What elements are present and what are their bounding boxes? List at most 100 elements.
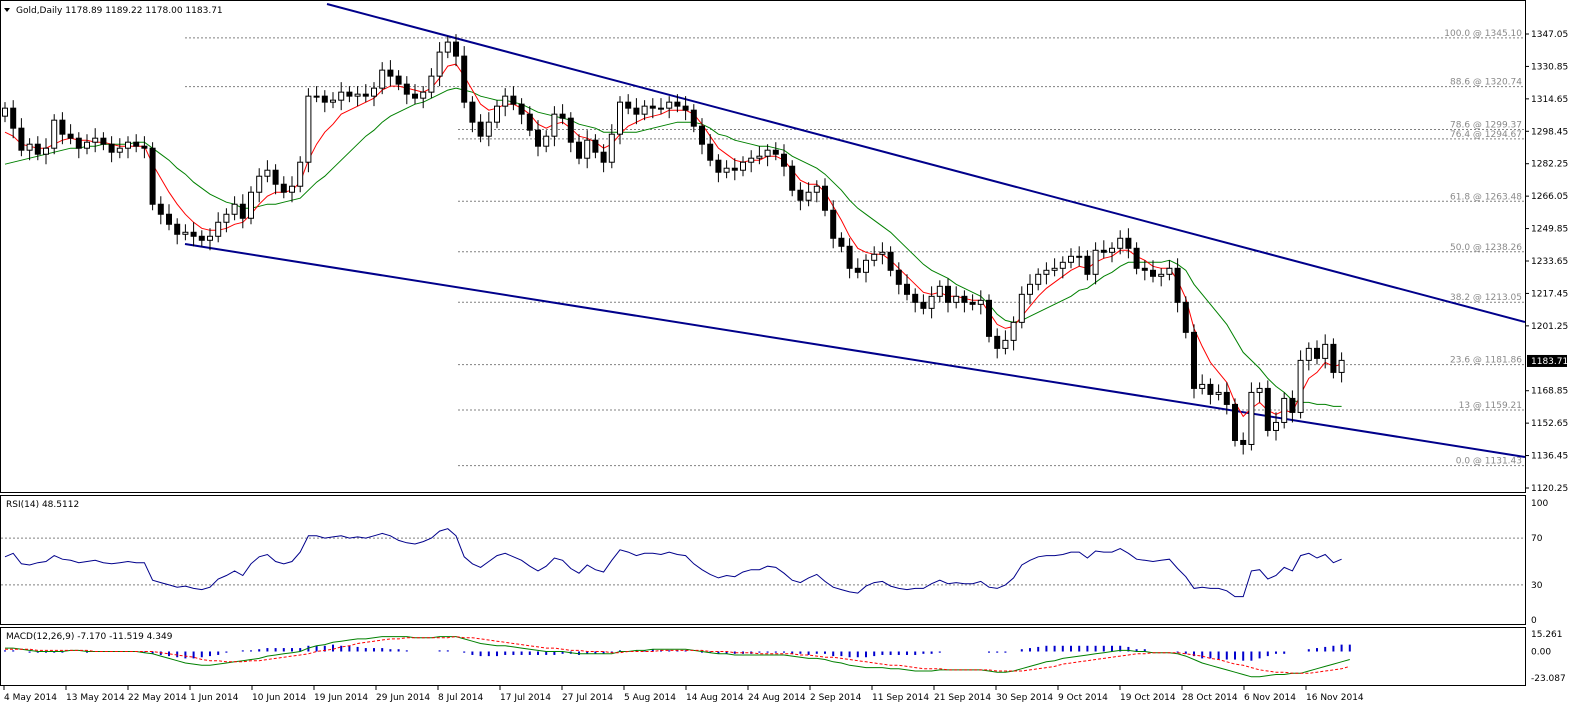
rsi-tick-label: 30 <box>1531 581 1543 591</box>
candle-bear <box>1100 249 1107 253</box>
candle-bear <box>198 235 205 241</box>
candle-bull <box>502 95 509 107</box>
candle-bear <box>945 285 951 303</box>
candle-bull <box>256 175 263 193</box>
candle-bull <box>289 185 295 193</box>
candle-bull <box>879 251 886 255</box>
time-tick-label: 8 Jul 2014 <box>438 693 483 703</box>
candle-bear <box>1125 237 1132 249</box>
candle-bull <box>1076 255 1083 258</box>
time-tick-label: 2 Sep 2014 <box>810 693 862 703</box>
candle-bull <box>871 253 878 261</box>
candle-bull <box>264 169 271 177</box>
candle-bear <box>1240 439 1247 445</box>
candle-bear <box>633 107 640 115</box>
candle-bull <box>977 299 984 305</box>
price-axis: 1347.05 1330.85 1314.65 1298.45 1282.25 1266.… <box>1525 30 1568 494</box>
candle-bull <box>936 285 943 297</box>
price-tick-label: 1266.05 <box>1531 192 1568 202</box>
candle-bull <box>1018 293 1025 323</box>
macd-panel[interactable] <box>0 627 1526 686</box>
price-tick-label: 1168.85 <box>1531 387 1568 397</box>
candle-bull <box>1158 273 1165 277</box>
candle-bear <box>559 113 566 119</box>
dropdown-arrow-icon[interactable] <box>4 8 10 12</box>
candle-bull <box>1305 347 1312 361</box>
candle-bear <box>239 203 246 219</box>
time-tick-label: 14 Aug 2014 <box>686 693 744 703</box>
macd-tick-label: -23.087 <box>1531 674 1566 684</box>
fib-level-label: 0.0 @ 1131.43 <box>1456 457 1522 467</box>
price-panel[interactable] <box>0 0 1526 493</box>
rsi-title: RSI(14) 48.5112 <box>6 500 79 510</box>
candle-bear <box>387 69 394 77</box>
trendline-channel[interactable] <box>184 3 1526 458</box>
candle-bear <box>1232 403 1238 441</box>
candle-bear <box>838 237 845 247</box>
candle-bear <box>280 183 287 193</box>
candle-bear <box>592 139 599 153</box>
macd-plot: 15.261 0.00 -23.087 <box>4 630 1566 684</box>
candle-bull <box>428 75 435 93</box>
ma-fast-line <box>4 63 1342 418</box>
candle-bull <box>1322 343 1329 359</box>
candle-bull <box>436 51 443 77</box>
candle-bull <box>354 93 361 97</box>
rsi-tick-label: 0 <box>1531 616 1537 626</box>
rsi-line <box>4 528 1342 598</box>
candle-bear <box>969 301 976 305</box>
candle-bear <box>674 101 681 107</box>
candle-bear <box>994 335 1001 349</box>
moving-averages <box>4 63 1342 418</box>
candle-bull <box>953 295 960 303</box>
rsi-plot: 100 70 30 0 <box>1 499 1548 626</box>
candle-bear <box>469 101 476 123</box>
candle-bull <box>84 141 90 149</box>
candle-bear <box>18 127 25 151</box>
candle-bull <box>1166 267 1173 275</box>
candle-bull <box>748 157 755 163</box>
macd-line <box>5 636 1350 678</box>
candle-bear <box>887 251 894 271</box>
candle-bear <box>412 93 418 99</box>
current-price-tag: 1183.71 <box>1527 354 1568 367</box>
candle-bear <box>108 143 115 153</box>
macd-signal-line <box>5 636 1350 674</box>
candle-bull <box>1117 237 1124 249</box>
time-tick-label: 29 Jun 2014 <box>376 693 430 703</box>
macd-tick-label: 0.00 <box>1531 648 1551 658</box>
candle-bull <box>1297 359 1304 413</box>
candle-bull <box>207 235 213 241</box>
candle-bear <box>174 223 181 235</box>
candle-bull <box>51 119 58 149</box>
candle-bull <box>617 101 623 135</box>
upper-trendline[interactable] <box>326 3 1526 323</box>
candle-bull <box>330 99 336 103</box>
time-tick-label: 22 May 2014 <box>128 693 187 703</box>
candle-bear <box>526 113 533 131</box>
candle-bear <box>321 95 328 103</box>
candle-bull <box>182 231 189 235</box>
price-tick-label: 1330.85 <box>1531 62 1568 72</box>
candle-bear <box>67 133 74 139</box>
fib-level-label: 76.4 @ 1294.67 <box>1450 130 1522 140</box>
rsi-panel[interactable] <box>0 495 1526 625</box>
candle-bear <box>477 121 484 137</box>
fib-level-label: 38.2 @ 1213.05 <box>1450 293 1522 303</box>
candle-bear <box>75 137 82 149</box>
candle-bull <box>420 91 427 99</box>
candle-bear <box>822 185 828 211</box>
symbol-ohlc-label: Gold,Daily 1178.89 1189.22 1178.00 1183.… <box>16 6 223 16</box>
candle-bull <box>231 203 238 215</box>
price-tick-label: 1120.25 <box>1531 484 1568 494</box>
candle-bear <box>10 107 17 129</box>
candle-bear <box>1264 387 1271 431</box>
candle-bull <box>1059 261 1066 269</box>
candle-bull <box>215 221 222 237</box>
candle-bear <box>846 245 853 269</box>
ma-slow-line <box>4 87 1342 407</box>
candle-bear <box>346 91 353 97</box>
candle-bear <box>600 151 607 163</box>
lower-trendline[interactable] <box>184 243 1526 458</box>
